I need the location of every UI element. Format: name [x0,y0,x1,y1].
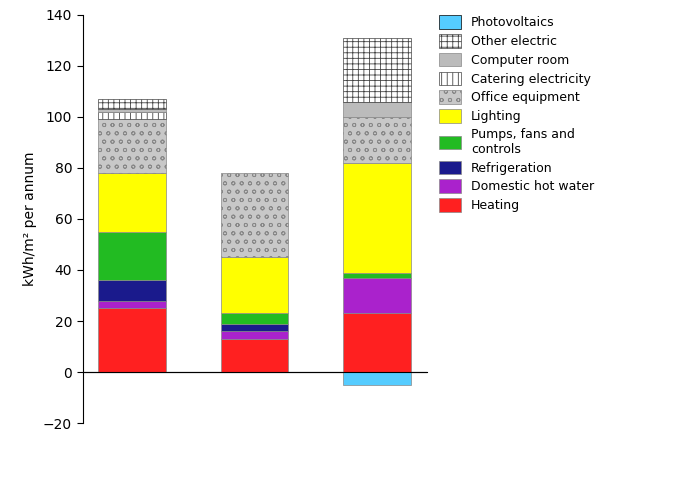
Bar [343,313,411,372]
Bar [343,372,411,385]
Bar [343,273,411,277]
Bar [343,163,411,273]
Bar [343,101,411,117]
Bar [98,308,166,372]
Bar [98,301,166,308]
Bar [221,324,288,331]
Bar [221,331,288,339]
Bar [221,173,288,257]
Bar [343,277,411,313]
Bar [98,232,166,280]
Bar [221,257,288,313]
Bar [98,120,166,173]
Bar [98,112,166,120]
Bar [343,38,411,101]
Bar [98,109,166,112]
Bar [221,313,288,324]
Bar [98,99,166,109]
Legend: Photovoltaics, Other electric, Computer room, Catering electricity, Office equip: Photovoltaics, Other electric, Computer … [436,13,597,215]
Bar [343,117,411,163]
Y-axis label: kWh/m² per annum: kWh/m² per annum [23,152,37,286]
Bar [221,339,288,372]
Bar [98,280,166,301]
Bar [98,173,166,232]
